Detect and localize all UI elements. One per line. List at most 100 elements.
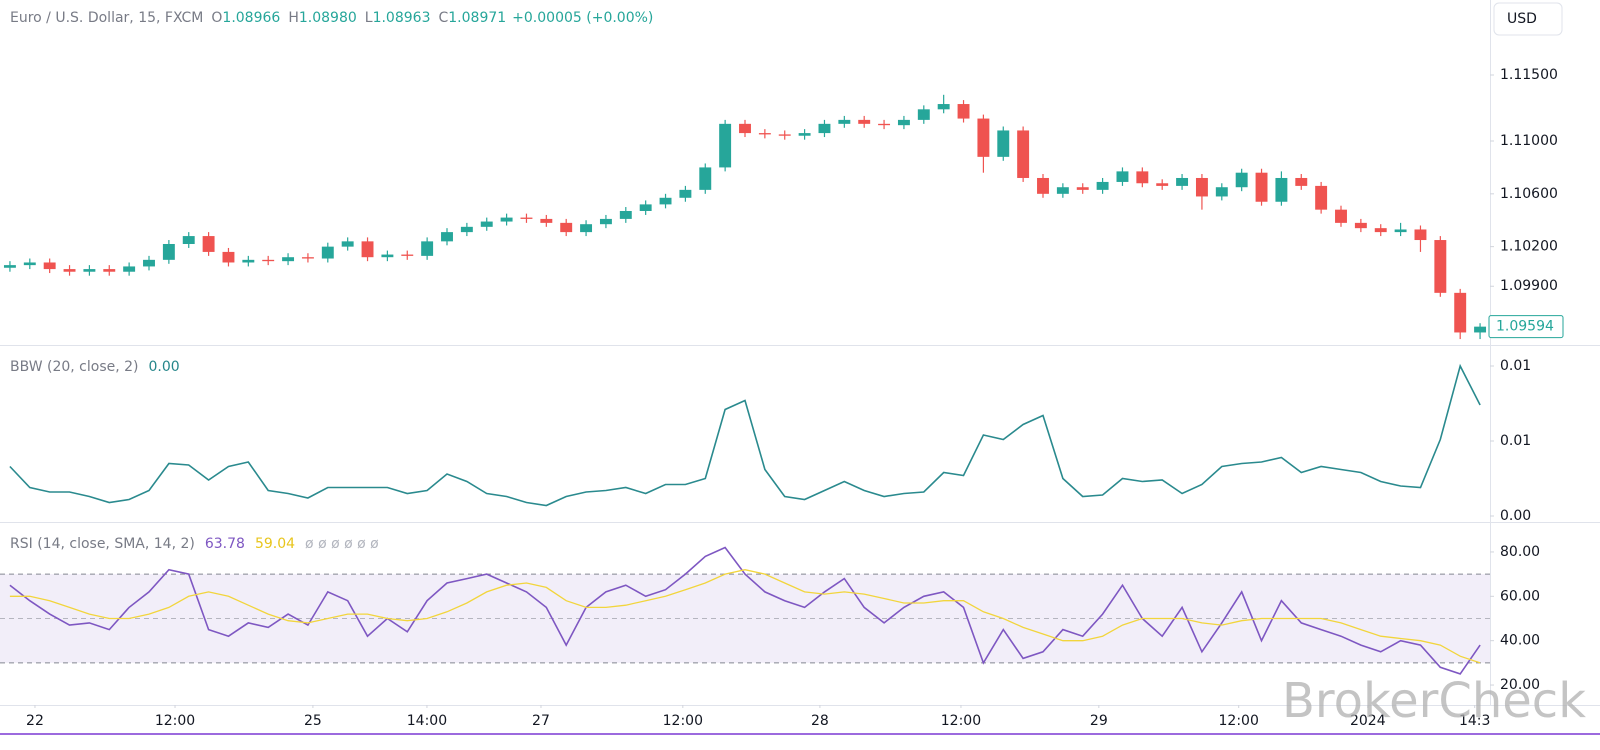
candle-body <box>1474 326 1487 333</box>
x-tick-label: 14:3 <box>1459 713 1490 729</box>
candle-body <box>1275 177 1288 202</box>
series-line <box>9 569 1481 664</box>
candle-body <box>1374 228 1387 233</box>
candle-body <box>858 119 871 124</box>
candle-body <box>838 119 851 124</box>
candle-body <box>1136 171 1149 184</box>
candle-body <box>580 224 593 233</box>
candle-body <box>758 133 771 135</box>
candle-body <box>480 221 493 227</box>
y-tick-label: 80.00 <box>1500 544 1540 560</box>
candle-body <box>937 104 950 110</box>
candle-body <box>560 222 573 233</box>
x-tick-label: 22 <box>26 713 44 729</box>
candle-body <box>162 243 175 260</box>
candle-body <box>798 133 811 136</box>
candle-body <box>818 123 831 134</box>
candle-body <box>1037 177 1049 194</box>
y-tick-label: 60.00 <box>1500 588 1540 604</box>
legend-key: H <box>288 10 299 26</box>
candle-body <box>1116 171 1129 182</box>
legend-key: C <box>438 10 448 26</box>
candle-body <box>63 269 76 272</box>
candle-body <box>381 254 394 258</box>
candle-body <box>1176 177 1189 186</box>
candle-body <box>1195 177 1208 197</box>
candle-body <box>1434 240 1447 293</box>
candle-body <box>1315 185 1328 210</box>
pane-title: BBW (20, close, 2) 0.00 <box>10 359 180 375</box>
series-line <box>9 363 1481 507</box>
candle-body <box>361 241 374 258</box>
y-tick-label: 0.01 <box>1500 433 1531 449</box>
x-tick-label: 28 <box>811 713 829 729</box>
candle-body <box>242 259 255 263</box>
candle-body <box>341 241 354 247</box>
candle-body <box>1335 209 1347 223</box>
legend-value: 1.08963 <box>373 10 431 26</box>
watermark: BrokerCheck <box>1282 673 1586 729</box>
candle-body <box>699 167 712 190</box>
candle-body <box>1096 181 1109 190</box>
currency-label[interactable]: USD <box>1507 11 1537 27</box>
x-tick-label: 12:00 <box>1219 713 1259 729</box>
legend-value: 1.08980 <box>299 10 357 26</box>
legend-value: 1.08966 <box>222 10 280 26</box>
candle-body <box>3 265 16 268</box>
candle-body <box>1414 229 1427 241</box>
candle-body <box>441 232 453 242</box>
candle-body <box>540 218 553 223</box>
pane-value: 0.00 <box>149 359 180 375</box>
x-tick-label: 2024 <box>1350 713 1386 729</box>
candle-body <box>143 259 155 267</box>
candle-body <box>897 119 910 126</box>
y-tick-label: 0.00 <box>1500 508 1531 524</box>
legend-key: O <box>211 10 222 26</box>
candle-body <box>1017 130 1030 178</box>
candle-body <box>23 262 36 266</box>
candle-body <box>202 236 215 252</box>
candle-body <box>739 123 751 134</box>
y-tick-label: 20.00 <box>1500 677 1540 693</box>
candle-body <box>460 226 473 233</box>
candle-body <box>917 109 930 120</box>
last-price-box <box>1488 315 1564 339</box>
candle-body <box>878 123 891 126</box>
candle-body <box>957 104 970 119</box>
pane-value: ø ø ø ø ø ø <box>305 536 379 552</box>
candle-body <box>421 241 434 256</box>
x-tick-label: 25 <box>304 713 322 729</box>
x-tick-label: 12:00 <box>155 713 195 729</box>
band-fill <box>0 574 1490 663</box>
header: Euro / U.S. Dollar, 15, FXCM O1.08966 H1.0… <box>10 10 653 26</box>
x-tick-label: 12:00 <box>941 713 981 729</box>
candle-body <box>262 259 275 262</box>
candle-body <box>659 197 672 205</box>
currency-button[interactable] <box>1493 2 1563 36</box>
candle-body <box>679 189 692 198</box>
candle-body <box>1235 172 1248 188</box>
candle-body <box>639 204 652 211</box>
legend-key: L <box>365 10 373 26</box>
candle-body <box>1215 187 1228 197</box>
y-tick-label: 0.01 <box>1500 358 1531 374</box>
y-tick-label: 1.11000 <box>1500 133 1558 149</box>
candle-body <box>599 218 612 225</box>
pane-value: 59.04 <box>255 536 295 552</box>
candle-body <box>619 210 632 219</box>
candle-body <box>83 269 96 272</box>
x-tick-label: 29 <box>1090 713 1108 729</box>
pane-title: RSI (14, close, SMA, 14, 2) 63.78 59.04 ø ø… <box>10 536 379 552</box>
last-price-label: 1.09594 <box>1496 319 1554 335</box>
candle-body <box>977 118 990 157</box>
candle-body <box>1394 229 1407 233</box>
candle-body <box>778 134 791 136</box>
y-tick-label: 1.10200 <box>1500 239 1558 255</box>
candle-body <box>997 130 1010 157</box>
y-tick-label: 1.09900 <box>1500 278 1558 294</box>
candle-body <box>1076 187 1089 190</box>
pane-value: 63.78 <box>205 536 245 552</box>
pane-title-text: BBW (20, close, 2) <box>10 359 139 375</box>
candle-body <box>43 262 56 270</box>
candle-body <box>222 251 235 263</box>
